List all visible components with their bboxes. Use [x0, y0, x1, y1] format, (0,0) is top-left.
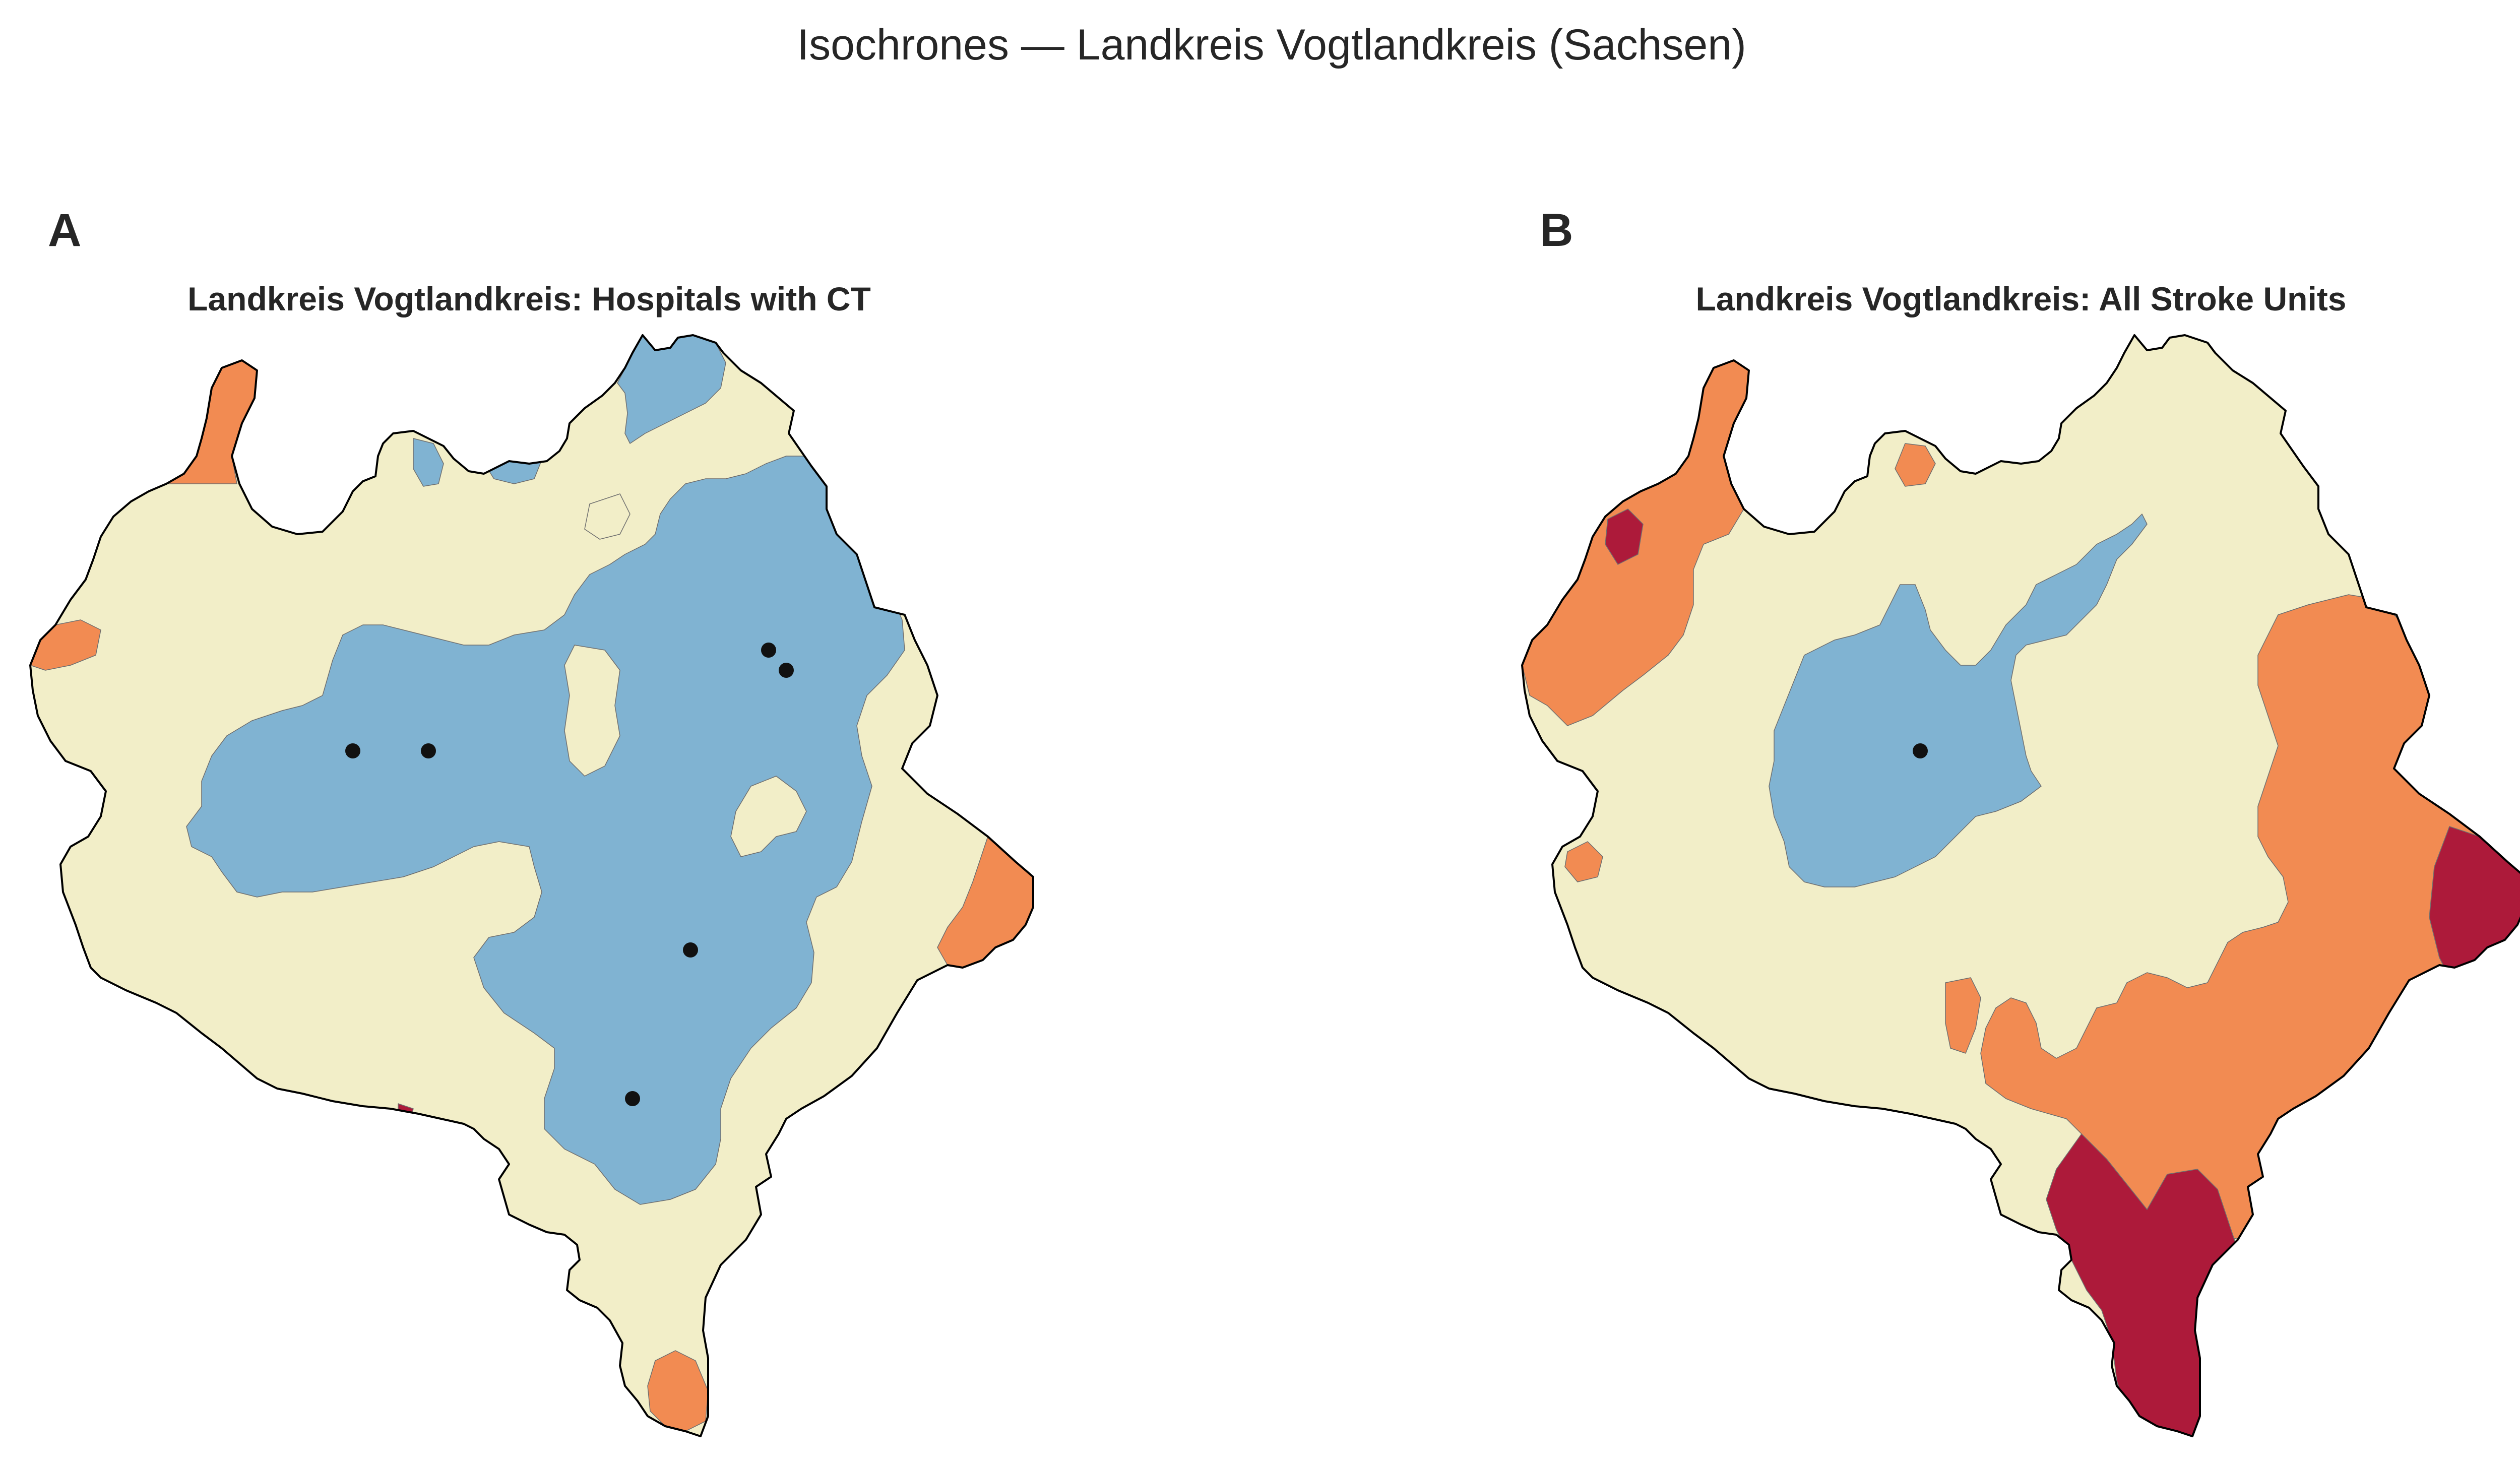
- panel-a-title: Landkreis Vogtlandkreis: Hospitals with …: [187, 280, 871, 317]
- panel-a-facility-marker: [625, 1091, 640, 1106]
- panel-a-facility-marker: [761, 643, 776, 658]
- panel-b-facilities: [1913, 743, 1928, 758]
- panel-b-zone-slow-w: [1564, 841, 1603, 882]
- panel-b-map: [1521, 334, 2520, 1437]
- panel-a-zone-mid: [30, 335, 1033, 1436]
- panel-a-island-3: [584, 493, 631, 540]
- figure-title: Isochrones — Landkreis Vogtlandkreis (Sa…: [797, 21, 1746, 69]
- panel-a-facility-marker: [345, 743, 360, 758]
- panel-a-island-1: [564, 645, 620, 777]
- panel-a-zone-slow-south: [647, 1350, 709, 1432]
- panel-a-facilities: [345, 643, 794, 1106]
- panel-b-title: Landkreis Vogtlandkreis: All Stroke Unit…: [1695, 280, 2347, 317]
- panel-b-zone-slow-isolated: [1945, 977, 1981, 1054]
- panel-a-facility-marker: [421, 743, 436, 758]
- panel-b-zone-slowest-nw: [1605, 508, 1644, 565]
- panel-a-facility-marker: [779, 663, 794, 678]
- panel-b-zone-slow-n: [1895, 443, 1936, 487]
- panel-b-zone-fast: [1769, 514, 2148, 887]
- panel-b-letter: B: [1540, 205, 1573, 256]
- panel-a-zone-fast: [186, 456, 905, 1205]
- panel-a-zone-fast-nw: [413, 438, 444, 487]
- panel-a-facility-marker: [683, 942, 698, 958]
- panel-a-island-2: [730, 776, 807, 857]
- panel-b-facility-marker: [1913, 743, 1928, 758]
- panel-b-zone-slowest-se: [2348, 1128, 2400, 1170]
- panel-a-letter: A: [48, 205, 82, 256]
- panel-a-map: [29, 334, 1034, 1437]
